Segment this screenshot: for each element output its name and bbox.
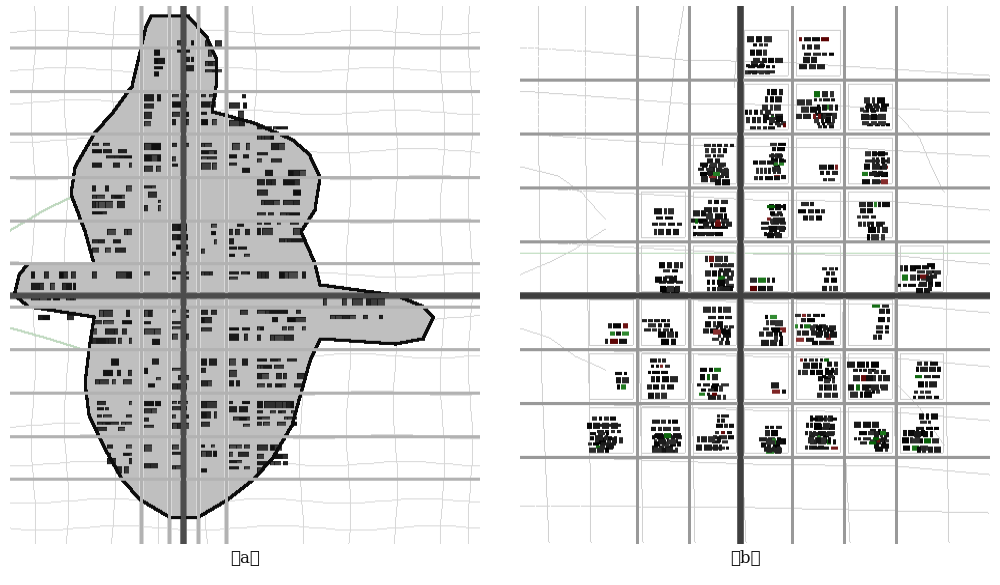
Text: （b）: （b） xyxy=(730,550,760,567)
Text: （a）: （a） xyxy=(230,550,260,567)
